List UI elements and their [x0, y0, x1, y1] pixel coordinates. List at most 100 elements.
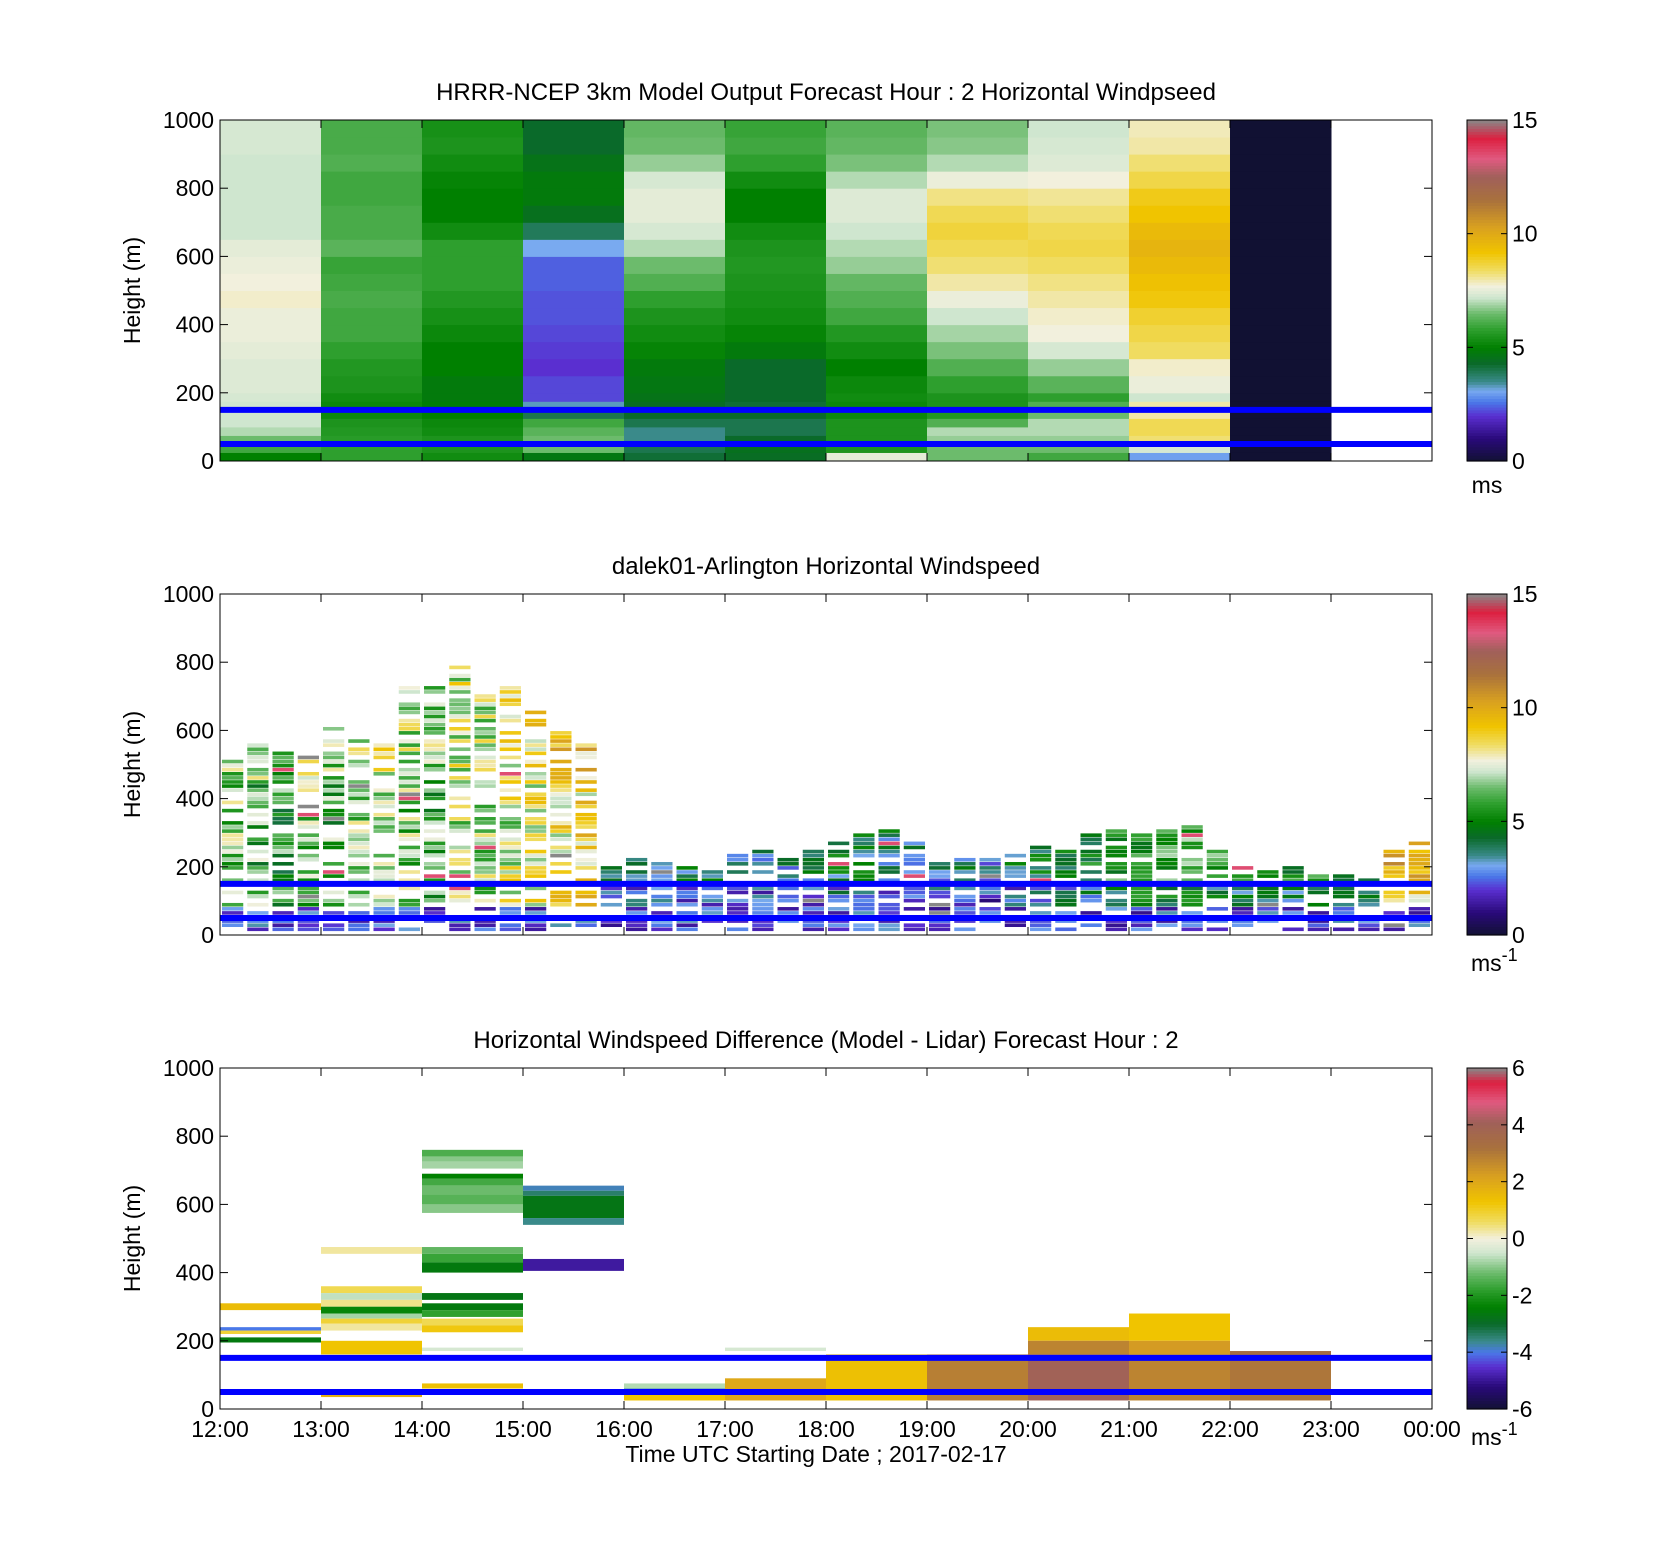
- heatmap-cell: [550, 849, 572, 854]
- heatmap-cell: [499, 898, 521, 903]
- colorbar-segment: [1467, 923, 1507, 928]
- colorbar-segment: [1467, 1326, 1507, 1331]
- heatmap-cell: [626, 857, 648, 862]
- heatmap-cell: [701, 886, 723, 891]
- heatmap-cell: [1129, 418, 1231, 428]
- heatmap-cell: [398, 776, 420, 780]
- colorbar-segment: [1467, 438, 1507, 442]
- colorbar-unit-label: ms: [1472, 472, 1503, 498]
- heatmap-cell: [575, 837, 597, 842]
- heatmap-cell: [373, 927, 395, 932]
- colorbar-segment: [1467, 1201, 1507, 1205]
- heatmap-cell: [550, 845, 572, 850]
- heatmap-cell: [927, 375, 1029, 394]
- colorbar-segment: [1467, 633, 1507, 638]
- heatmap-cell: [1131, 874, 1153, 878]
- heatmap-cell: [1004, 866, 1026, 870]
- colorbar-tick-label: -2: [1512, 1282, 1532, 1308]
- heatmap-cell: [878, 919, 900, 923]
- colorbar-segment: [1467, 196, 1507, 201]
- heatmap-cell: [449, 747, 471, 752]
- heatmap-cell: [422, 1247, 523, 1254]
- heatmap-cell: [777, 907, 799, 911]
- heatmap-cell: [828, 911, 850, 915]
- colorbar-segment: [1467, 418, 1507, 422]
- heatmap-cell: [725, 205, 827, 223]
- heatmap-cell: [523, 392, 625, 402]
- heatmap-cell: [398, 870, 420, 874]
- heatmap-cell: [1206, 890, 1228, 895]
- heatmap-cell: [575, 755, 597, 760]
- colorbar-segment: [1467, 1167, 1507, 1171]
- colorbar-segment: [1467, 755, 1507, 760]
- colorbar-segment: [1467, 670, 1507, 675]
- colorbar-segment: [1467, 662, 1507, 666]
- heatmap-cell: [550, 890, 572, 895]
- heatmap-cell: [220, 1337, 321, 1343]
- heatmap-cell: [1105, 829, 1127, 833]
- heatmap-cell: [398, 792, 420, 797]
- heatmap-cell: [550, 731, 572, 735]
- heatmap-cell: [499, 853, 521, 858]
- colorbar-segment: [1467, 1343, 1507, 1348]
- heatmap-cell: [651, 902, 673, 907]
- heatmap-cell: [725, 1347, 826, 1352]
- heatmap-cell: [903, 927, 925, 932]
- heatmap-cell: [701, 878, 723, 882]
- heatmap-cell: [853, 911, 875, 915]
- heatmap-cell: [1232, 902, 1254, 907]
- heatmap-cell: [853, 874, 875, 878]
- heatmap-cell: [727, 907, 749, 911]
- heatmap-cell: [297, 784, 319, 788]
- heatmap-cell: [422, 188, 524, 206]
- heatmap-cell: [321, 375, 423, 394]
- colorbar-segment: [1467, 355, 1507, 360]
- heatmap-cell: [929, 870, 951, 874]
- heatmap-cell: [1230, 358, 1332, 377]
- heatmap-cell: [220, 341, 322, 360]
- heatmap-cell: [1028, 273, 1130, 291]
- colorbar-segment: [1467, 608, 1507, 612]
- heatmap-cell: [1028, 435, 1130, 445]
- y-tick-label: 600: [176, 243, 214, 269]
- colorbar-tick-label: 15: [1512, 581, 1538, 607]
- heatmap-cell: [826, 222, 928, 240]
- colorbar-segment: [1467, 173, 1507, 178]
- heatmap-cell: [525, 927, 547, 932]
- colorbar-segment: [1467, 330, 1507, 334]
- heatmap-cell: [474, 784, 496, 788]
- colorbar-segment: [1467, 1301, 1507, 1305]
- heatmap-cell: [272, 751, 294, 756]
- colorbar-segment: [1467, 185, 1507, 189]
- heatmap-cell: [1232, 878, 1254, 882]
- heatmap-cell: [802, 894, 824, 899]
- heatmap-cell: [701, 894, 723, 899]
- heatmap-cell: [600, 870, 622, 874]
- heatmap-cell: [1383, 866, 1405, 870]
- heatmap-cell: [575, 866, 597, 870]
- heatmap-cell: [1055, 911, 1077, 915]
- heatmap-cell: [323, 890, 345, 895]
- heatmap-cell: [1181, 837, 1203, 842]
- heatmap-cell: [220, 290, 322, 309]
- heatmap-cell: [247, 841, 269, 846]
- colorbar-segment: [1467, 458, 1507, 462]
- colorbar-segment: [1467, 273, 1507, 277]
- heatmap-cell: [1028, 171, 1130, 189]
- heatmap-cell: [348, 829, 370, 833]
- heatmap-cell: [523, 188, 625, 206]
- heatmap-cell: [449, 735, 471, 739]
- heatmap-cell: [878, 833, 900, 837]
- heatmap-cell: [1080, 849, 1102, 854]
- colorbar-segment: [1467, 233, 1507, 238]
- colorbar-segment: [1467, 1119, 1507, 1123]
- heatmap-cell: [903, 862, 925, 866]
- heatmap-cell: [422, 1173, 523, 1179]
- heatmap-cell: [220, 392, 322, 402]
- heatmap-cell: [826, 418, 928, 428]
- heatmap-cell: [725, 256, 827, 274]
- colorbar-segment: [1467, 120, 1507, 124]
- heatmap-cell: [449, 849, 471, 854]
- colorbar-segment: [1467, 795, 1507, 800]
- colorbar-segment: [1467, 750, 1507, 754]
